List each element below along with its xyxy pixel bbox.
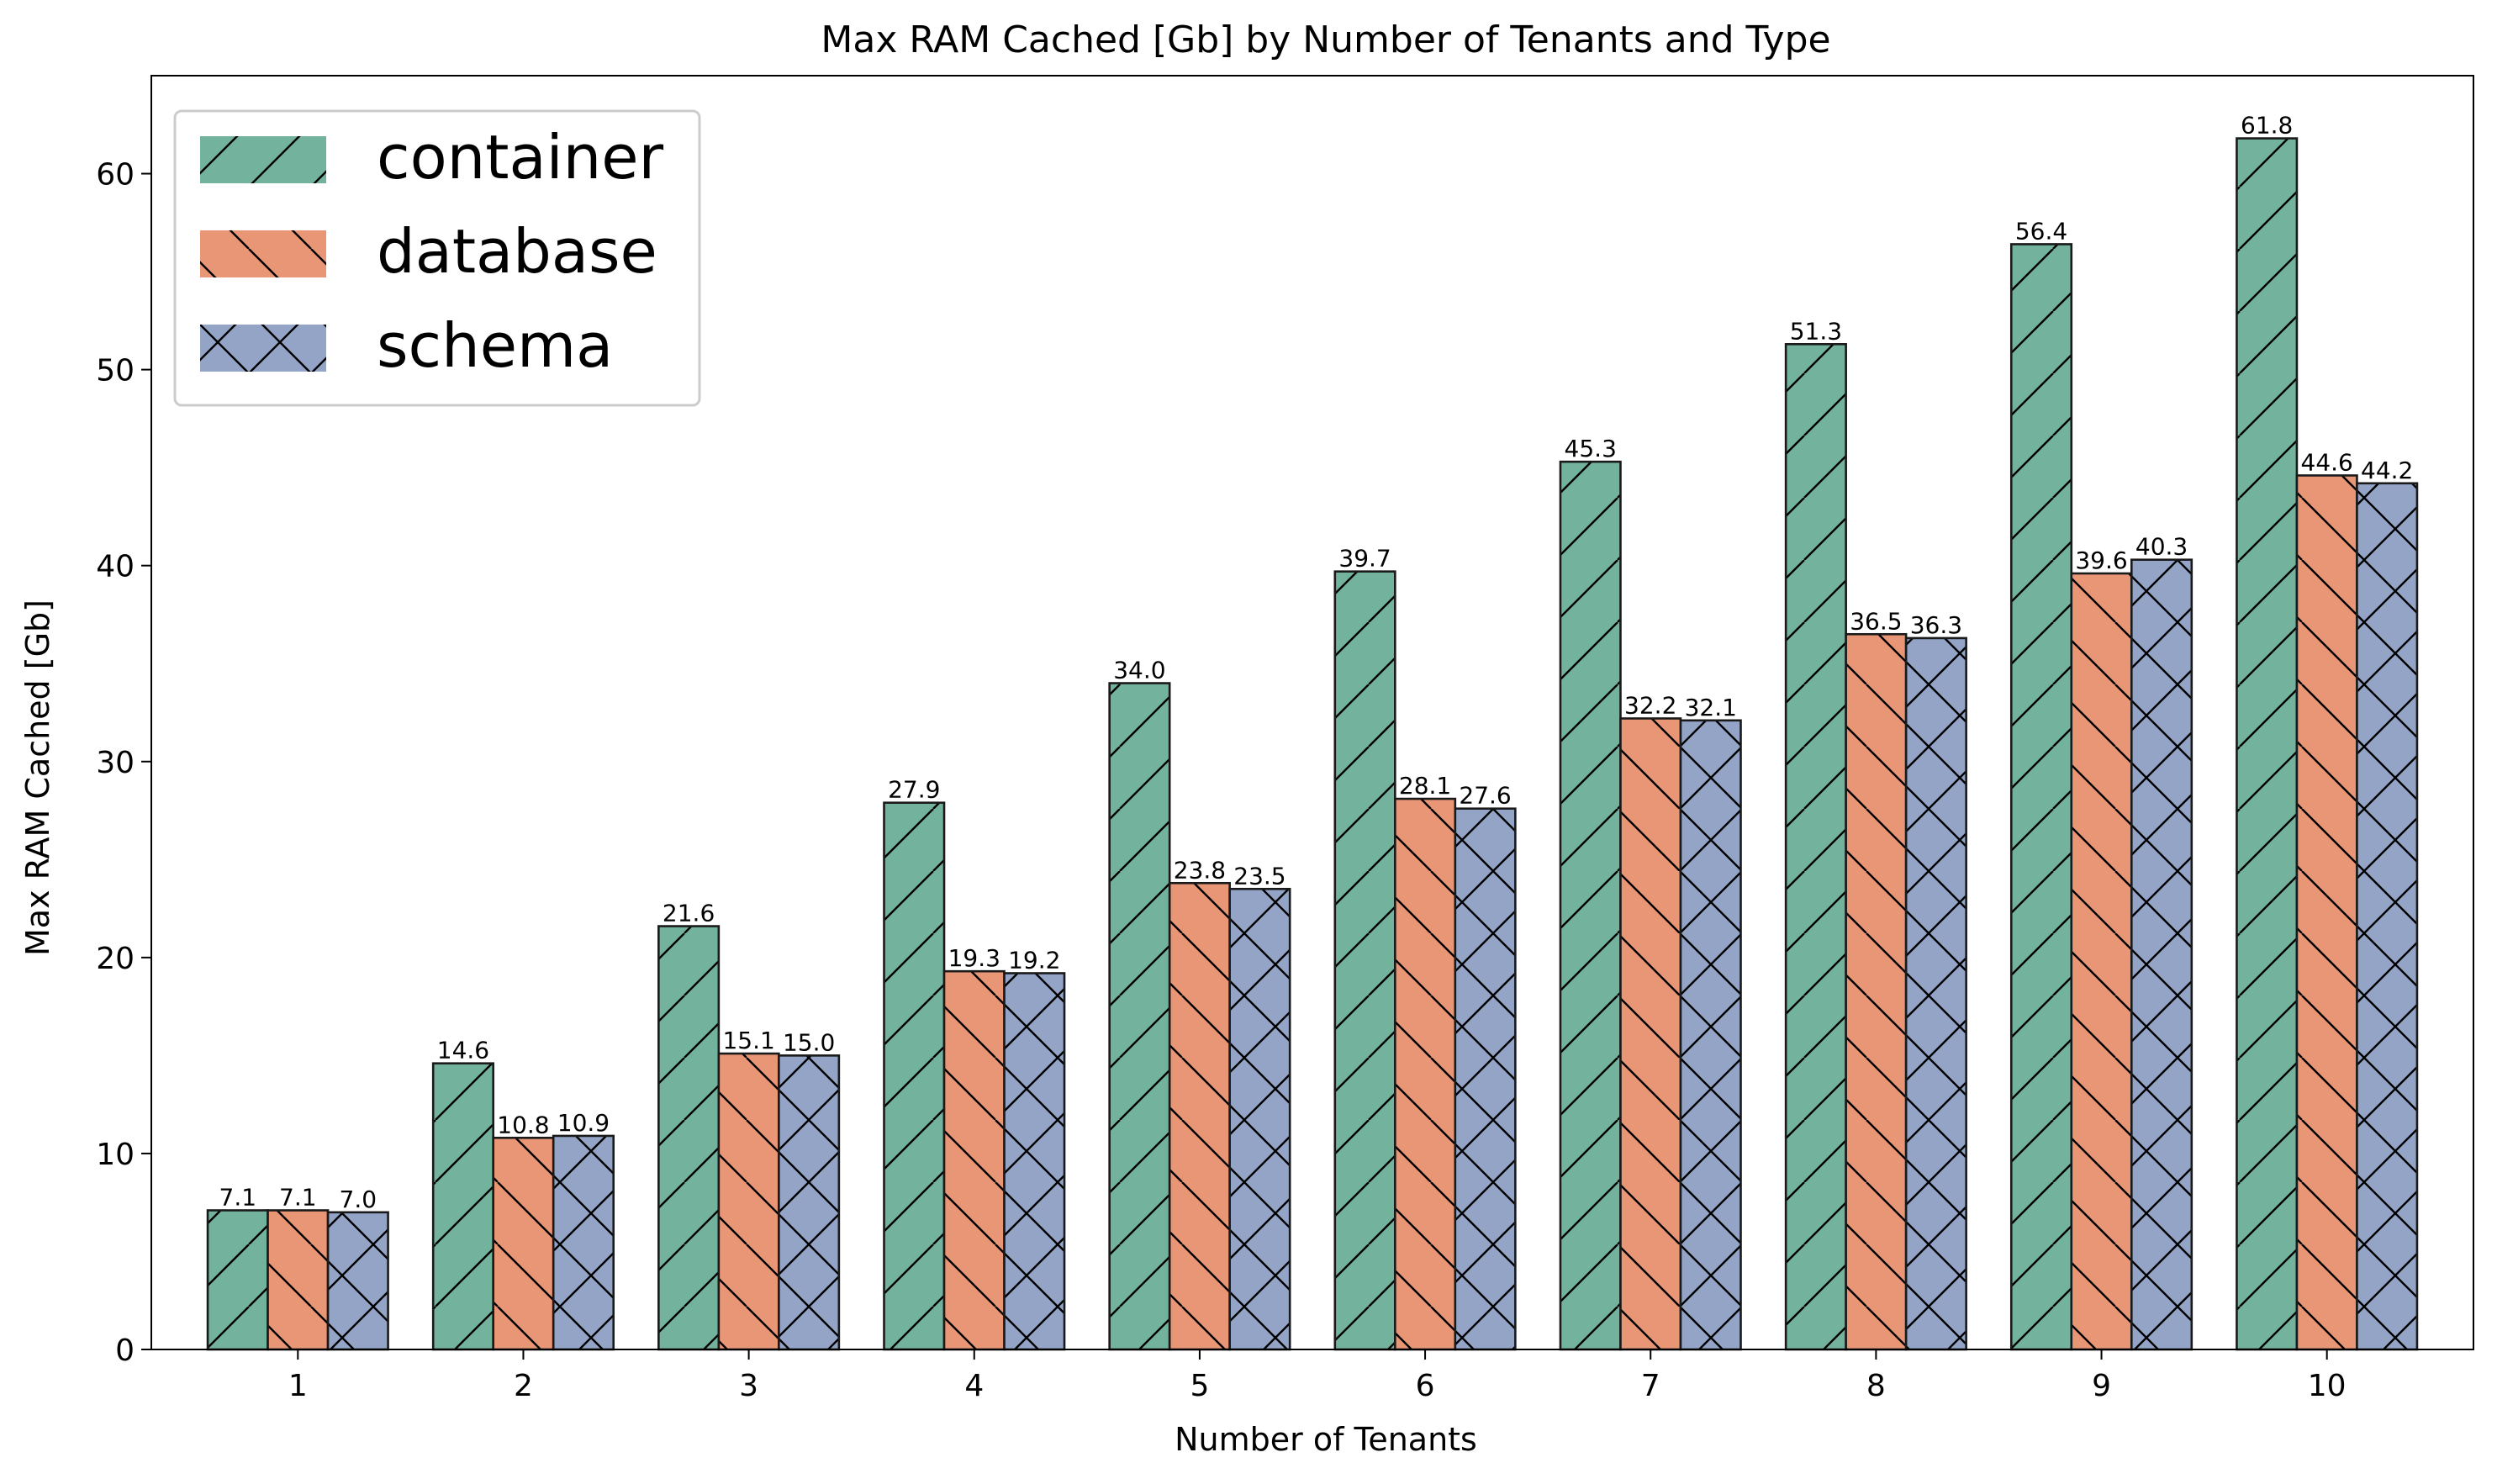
bar-value-label: 21.6 <box>663 900 715 927</box>
bar-container-7 <box>1559 460 1622 1351</box>
bar-database-7 <box>1619 717 1682 1351</box>
bar-schema-3 <box>778 1054 841 1351</box>
bar-container-4 <box>883 801 946 1351</box>
y-tick-label: 0 <box>115 1333 135 1368</box>
bar-value-label: 32.1 <box>1685 694 1737 721</box>
bar-value-label: 19.3 <box>948 944 1000 972</box>
bar-value-label: 39.6 <box>2075 547 2127 574</box>
bar-container-3 <box>657 925 721 1351</box>
bar-value-label: 44.6 <box>2301 448 2353 476</box>
x-tick-label: 4 <box>964 1369 984 1403</box>
x-tick-label: 10 <box>2308 1369 2347 1403</box>
y-axis-label: Max RAM Cached [Gb] <box>19 599 56 956</box>
x-tick-label: 1 <box>288 1369 308 1403</box>
bar-value-label: 23.8 <box>1174 856 1226 884</box>
bar-value-label: 15.0 <box>783 1028 835 1056</box>
y-tick-label: 30 <box>96 746 135 780</box>
x-axis-label: Number of Tenants <box>1175 1421 1477 1458</box>
x-tick-label: 9 <box>2092 1369 2111 1403</box>
bar-container-9 <box>2009 243 2073 1351</box>
bar-value-label: 34.0 <box>1113 657 1165 684</box>
chart-title: Max RAM Cached [Gb] by Number of Tenants… <box>821 18 1830 61</box>
bar-database-4 <box>942 969 1006 1351</box>
bar-value-label: 36.5 <box>1850 607 1902 635</box>
bar-value-label: 7.1 <box>219 1184 257 1212</box>
bar-database-10 <box>2295 474 2358 1351</box>
bar-database-9 <box>2070 572 2133 1351</box>
bar-schema-2 <box>552 1134 615 1351</box>
legend-swatch-schema <box>200 325 326 372</box>
bar-value-label: 28.1 <box>1399 772 1451 800</box>
y-tick-label: 50 <box>96 354 135 388</box>
bar-schema-5 <box>1228 887 1291 1351</box>
bar-labels-layer: 7.1 7.1 7.0 14.6 10.8 10.9 21.6 15.1 15.0 27.9 19.… <box>219 112 2414 1213</box>
bar-schema-1 <box>326 1211 389 1351</box>
plot-frame <box>150 75 2474 1350</box>
y-axis: 0 10 20 30 40 50 60 <box>96 158 151 1368</box>
bar-value-label: 39.7 <box>1338 545 1391 573</box>
bar-value-label: 61.8 <box>2241 112 2293 140</box>
y-tick-label: 40 <box>96 550 135 584</box>
bar-value-label: 45.3 <box>1565 435 1617 462</box>
x-tick-label: 3 <box>739 1369 758 1403</box>
bar-value-label: 51.3 <box>1790 317 1842 345</box>
bar-database-1 <box>267 1209 330 1351</box>
legend-label-database: database <box>377 216 657 287</box>
bar-database-6 <box>1394 797 1457 1351</box>
bar-value-label: 10.9 <box>557 1109 610 1137</box>
bar-container-10 <box>2236 137 2299 1351</box>
y-tick-label: 20 <box>96 942 135 976</box>
bar-value-label: 15.1 <box>722 1027 774 1054</box>
bar-database-5 <box>1168 881 1231 1351</box>
bar-value-label: 44.2 <box>2361 457 2413 484</box>
x-tick-label: 6 <box>1416 1369 1435 1403</box>
bar-schema-4 <box>1003 972 1066 1351</box>
bar-schema-6 <box>1454 807 1517 1351</box>
legend-label-container: container <box>377 122 664 193</box>
legend-swatch-database <box>200 230 326 277</box>
x-tick-label: 2 <box>514 1369 533 1403</box>
x-tick-label: 5 <box>1190 1369 1209 1403</box>
y-tick-label: 60 <box>96 158 135 193</box>
x-axis: 1 2 3 4 5 6 7 8 9 10 <box>288 1349 2347 1403</box>
bar-schema-10 <box>2356 482 2419 1351</box>
bar-schema-8 <box>1904 636 1967 1351</box>
bar-value-label: 27.6 <box>1459 782 1511 810</box>
bar-value-label: 10.8 <box>497 1111 549 1138</box>
x-tick-label: 8 <box>1866 1369 1886 1403</box>
bar-value-label: 7.1 <box>279 1184 317 1212</box>
bar-container-5 <box>1108 682 1171 1351</box>
bar-container-2 <box>431 1062 495 1351</box>
bar-schema-9 <box>2130 558 2193 1351</box>
legend-label-schema: schema <box>377 310 613 381</box>
bar-value-label: 14.6 <box>437 1037 489 1064</box>
bar-value-label: 56.4 <box>2015 217 2067 245</box>
bar-value-label: 7.0 <box>340 1186 377 1213</box>
bar-value-label: 19.2 <box>1008 946 1060 974</box>
bar-value-label: 27.9 <box>888 776 940 804</box>
bar-database-8 <box>1845 632 1908 1351</box>
bar-database-2 <box>492 1136 555 1351</box>
bar-value-label: 36.3 <box>1910 611 1962 639</box>
bar-value-label: 40.3 <box>2135 533 2188 561</box>
bars-layer <box>206 137 2419 1351</box>
x-tick-label: 7 <box>1641 1369 1660 1403</box>
legend: container database schema <box>173 109 701 407</box>
bar-schema-7 <box>1679 719 1742 1351</box>
bar-container-1 <box>206 1209 269 1351</box>
bar-value-label: 23.5 <box>1233 862 1285 890</box>
legend-swatch-container <box>200 136 326 183</box>
bar-database-3 <box>717 1052 780 1351</box>
bar-value-label: 32.2 <box>1624 691 1676 719</box>
y-tick-label: 10 <box>96 1138 135 1172</box>
bar-container-8 <box>1784 343 1847 1351</box>
bar-container-6 <box>1333 570 1396 1351</box>
